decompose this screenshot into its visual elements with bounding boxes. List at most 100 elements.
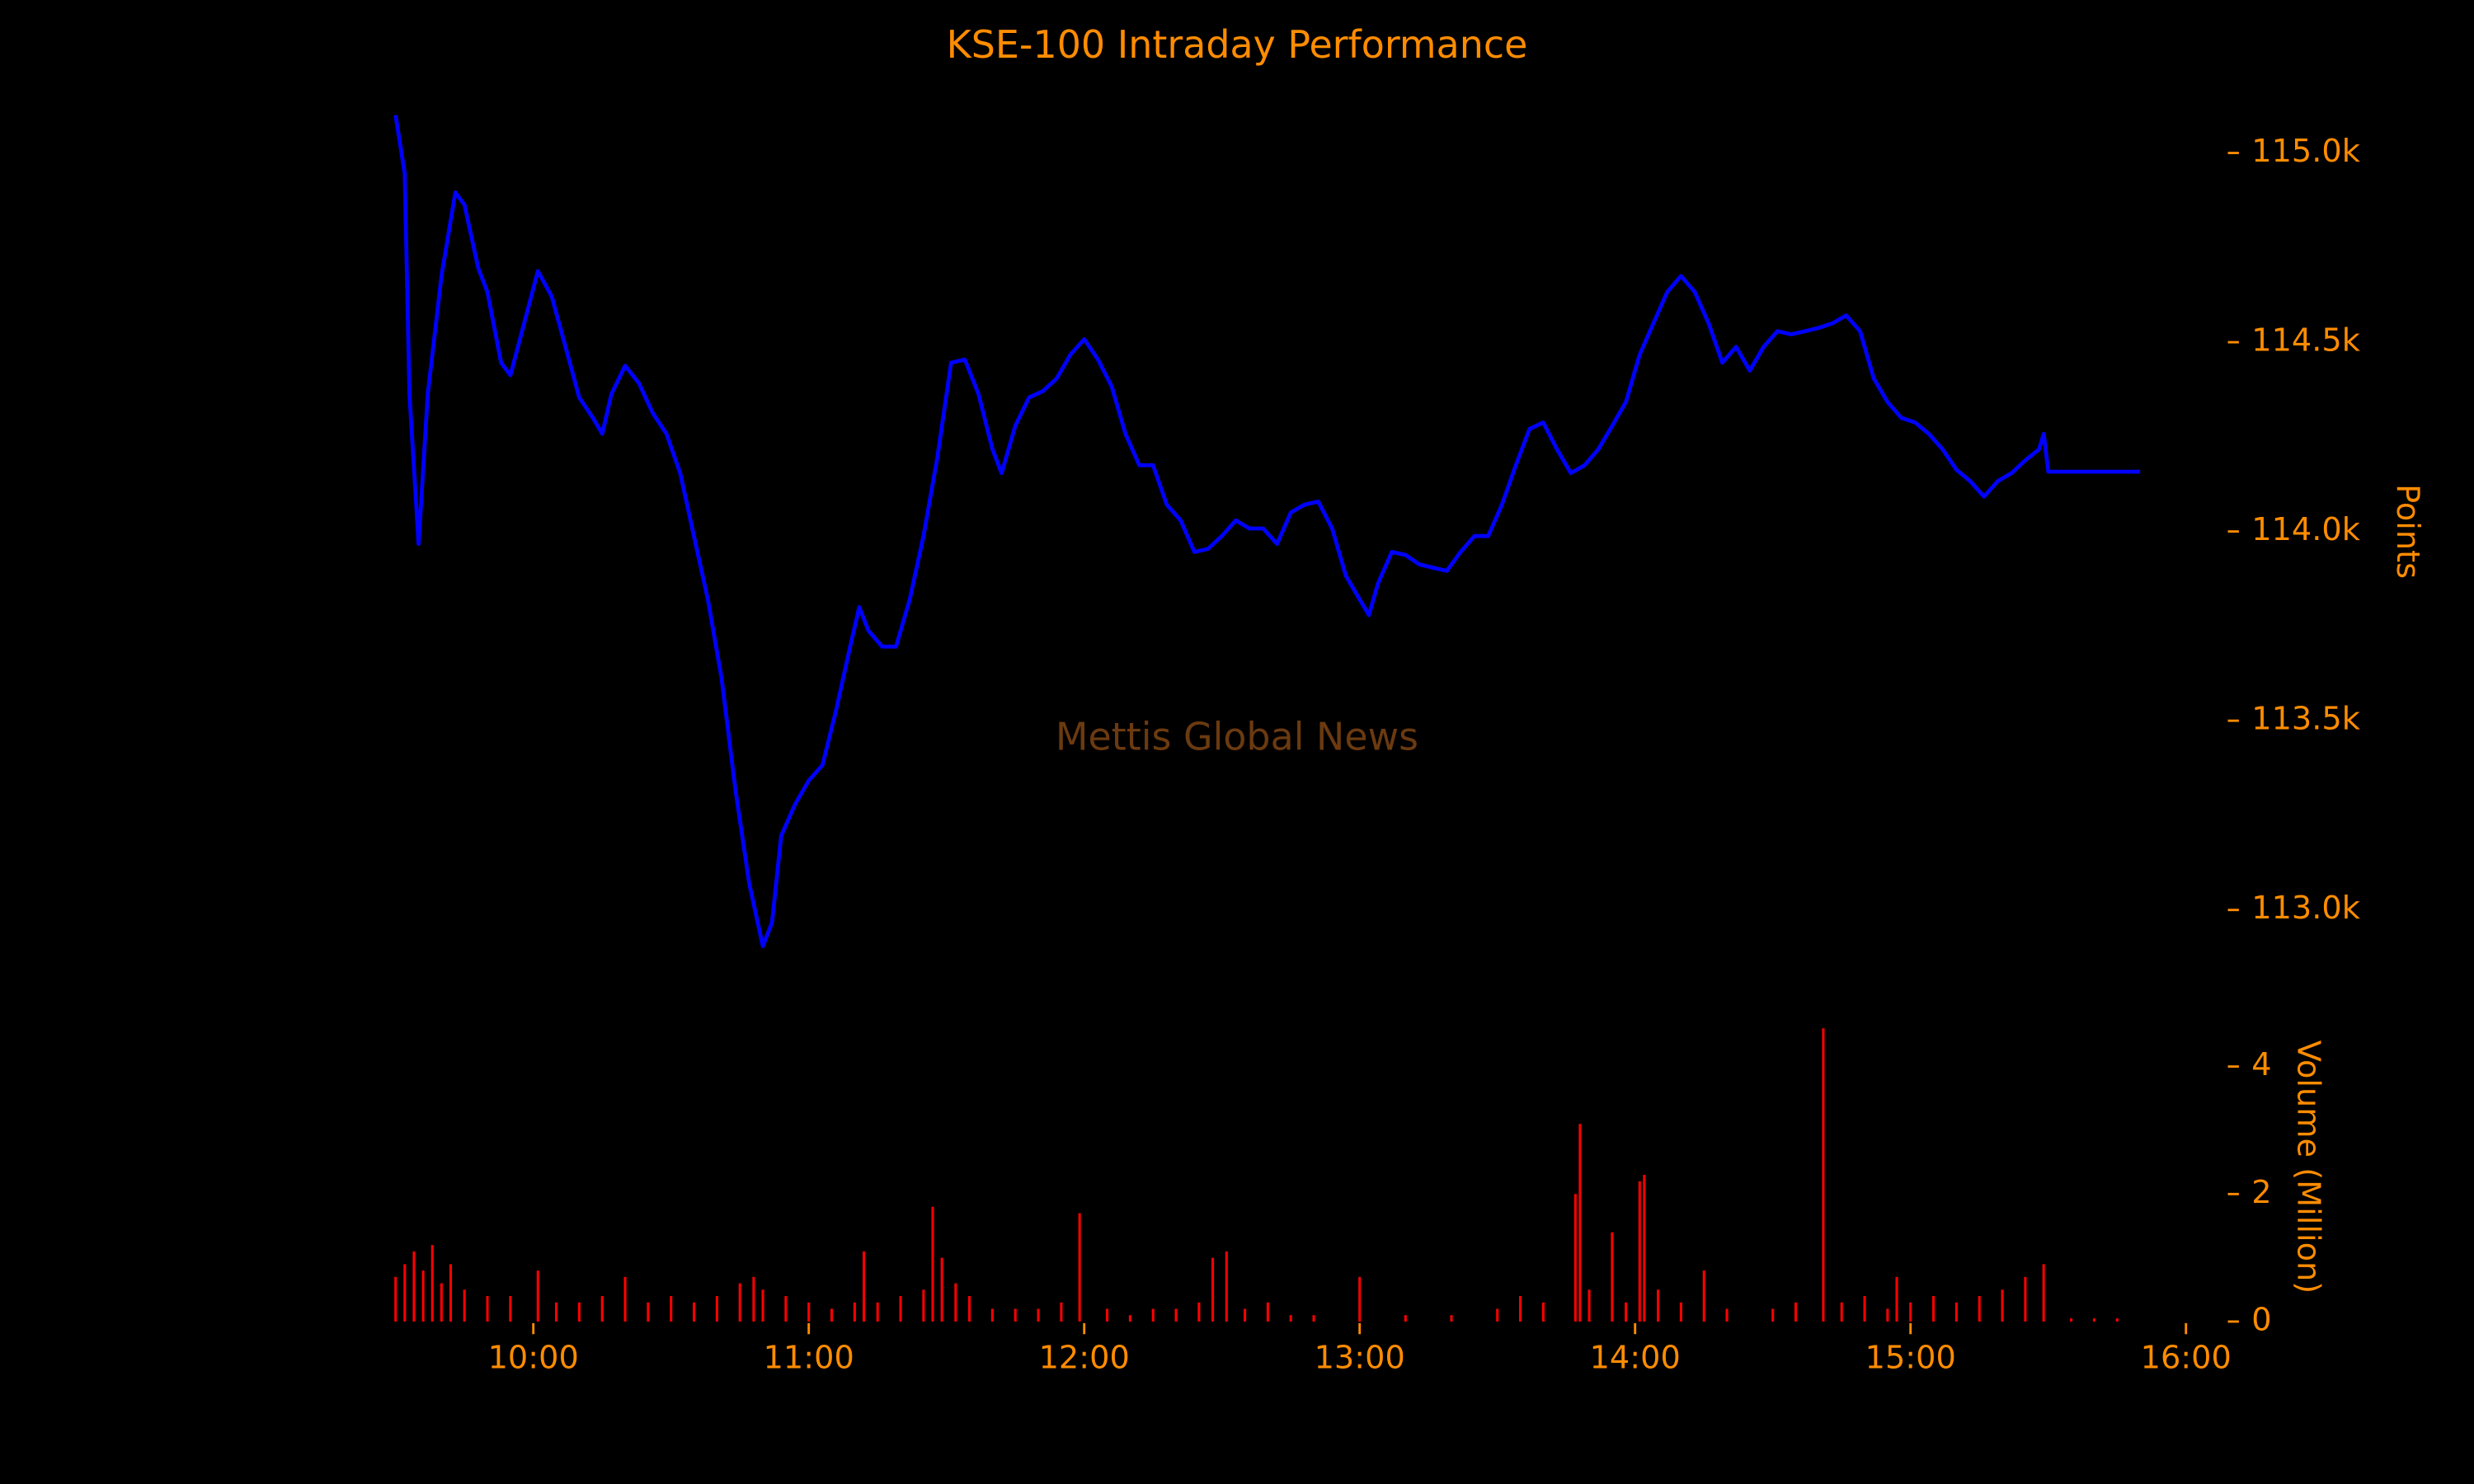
volume-bar [1657, 1289, 1660, 1322]
x-tick-label: 10:00 [488, 1339, 579, 1376]
volume-bar [1128, 1315, 1131, 1322]
volume-bar [1895, 1276, 1898, 1322]
y-tick-label: 114.0k [2251, 511, 2361, 548]
volume-bar [1541, 1302, 1545, 1322]
volume-bar [1578, 1124, 1582, 1322]
volume-bar [1954, 1302, 1958, 1322]
volume-bar [1312, 1315, 1315, 1322]
volume-bar [647, 1302, 650, 1322]
volume-bar [403, 1264, 407, 1322]
volume-bar [715, 1296, 718, 1322]
volume-bar [1794, 1302, 1798, 1322]
volume-bar [1037, 1308, 1040, 1322]
volume-bar [2001, 1289, 2004, 1322]
volume-bar [1078, 1213, 1081, 1322]
volume-bar [1822, 1028, 1825, 1322]
chart-title: KSE-100 Intraday Performance [947, 22, 1528, 67]
y-tick-label: 115.0k [2251, 133, 2361, 170]
volume-bar [876, 1302, 879, 1322]
volume-bar [899, 1296, 902, 1322]
y-tick-label: 4 [2251, 1046, 2271, 1083]
watermark: Mettis Global News [1056, 715, 1418, 759]
volume-bar [1014, 1308, 1017, 1322]
x-tick-label: 14:00 [1590, 1339, 1681, 1376]
volume-bar [670, 1296, 673, 1322]
volume-bar [430, 1245, 434, 1322]
volume-bar [1611, 1232, 1614, 1322]
volume-bar [1151, 1308, 1155, 1322]
volume-bar [853, 1302, 856, 1322]
volume-bar [1771, 1308, 1775, 1322]
volume-bar [2115, 1318, 2119, 1322]
volume-bar [2070, 1318, 2073, 1322]
volume-bar [1174, 1308, 1178, 1322]
volume-bar [784, 1296, 788, 1322]
y-tick-label: 113.5k [2251, 701, 2361, 738]
volume-bar [968, 1296, 971, 1322]
volume-bar [1289, 1315, 1292, 1322]
x-tick-label: 16:00 [2141, 1339, 2232, 1376]
volume-bar [2042, 1264, 2045, 1322]
volume-bar [421, 1270, 425, 1322]
volume-bar [486, 1296, 489, 1322]
volume-bar [2024, 1276, 2027, 1322]
volume-bar [1573, 1194, 1577, 1322]
x-tick-label: 11:00 [764, 1339, 854, 1376]
volume-bar [931, 1206, 934, 1322]
volume-bar [1840, 1302, 1843, 1322]
volume-bar [509, 1296, 512, 1322]
volume-bar [600, 1296, 604, 1322]
y-axis-label: Volume (Million) [2290, 1040, 2327, 1294]
volume-bar [577, 1302, 581, 1322]
volume-bar [1932, 1296, 1935, 1322]
volume-bar [862, 1251, 866, 1322]
volume-bar [1725, 1308, 1729, 1322]
volume-bar [1519, 1296, 1522, 1322]
volume-bar [1450, 1315, 1453, 1322]
volume-bar [1643, 1175, 1646, 1322]
volume-bar [990, 1308, 994, 1322]
volume-bar [752, 1276, 755, 1322]
volume-bar [693, 1302, 696, 1322]
volume-bar [761, 1289, 764, 1322]
volume-bar [1496, 1308, 1499, 1322]
price-line [393, 115, 2141, 949]
volume-bar [954, 1283, 957, 1322]
volume-bar [1886, 1308, 1889, 1322]
x-tick-label: 15:00 [1865, 1339, 1956, 1376]
volume-bar [830, 1308, 834, 1322]
x-tick-label: 12:00 [1039, 1339, 1130, 1376]
y-tick-label: 114.5k [2251, 322, 2361, 359]
volume-bar [1863, 1296, 1866, 1322]
volume-bar [1244, 1308, 1247, 1322]
y-tick-label: 2 [2251, 1174, 2271, 1211]
volume-bar [1225, 1251, 1228, 1322]
volume-bar [394, 1276, 397, 1322]
volume-bar [1638, 1181, 1641, 1322]
volume-bar [449, 1264, 453, 1322]
volume-bar [1679, 1302, 1682, 1322]
y-axis-label: Points [2389, 484, 2426, 579]
volume-bar [1197, 1302, 1201, 1322]
volume-bar [1060, 1302, 1063, 1322]
volume-bar [555, 1302, 558, 1322]
volume-bar [807, 1302, 811, 1322]
volume-bar [1587, 1289, 1591, 1322]
volume-bar [1106, 1308, 1109, 1322]
volume-bar [1404, 1315, 1407, 1322]
y-tick-label: 113.0k [2251, 890, 2361, 927]
y-tick-label: 0 [2251, 1301, 2271, 1338]
volume-bar [1266, 1302, 1269, 1322]
volume-bar [940, 1257, 943, 1322]
volume-bar [623, 1276, 627, 1322]
volume-bar [922, 1289, 925, 1322]
volume-bar [738, 1283, 741, 1322]
volume-bar [463, 1289, 466, 1322]
volume-bar [1702, 1270, 1705, 1322]
volume-bar [412, 1251, 416, 1322]
volume-bar [1625, 1302, 1628, 1322]
volume-bar [1211, 1257, 1215, 1322]
